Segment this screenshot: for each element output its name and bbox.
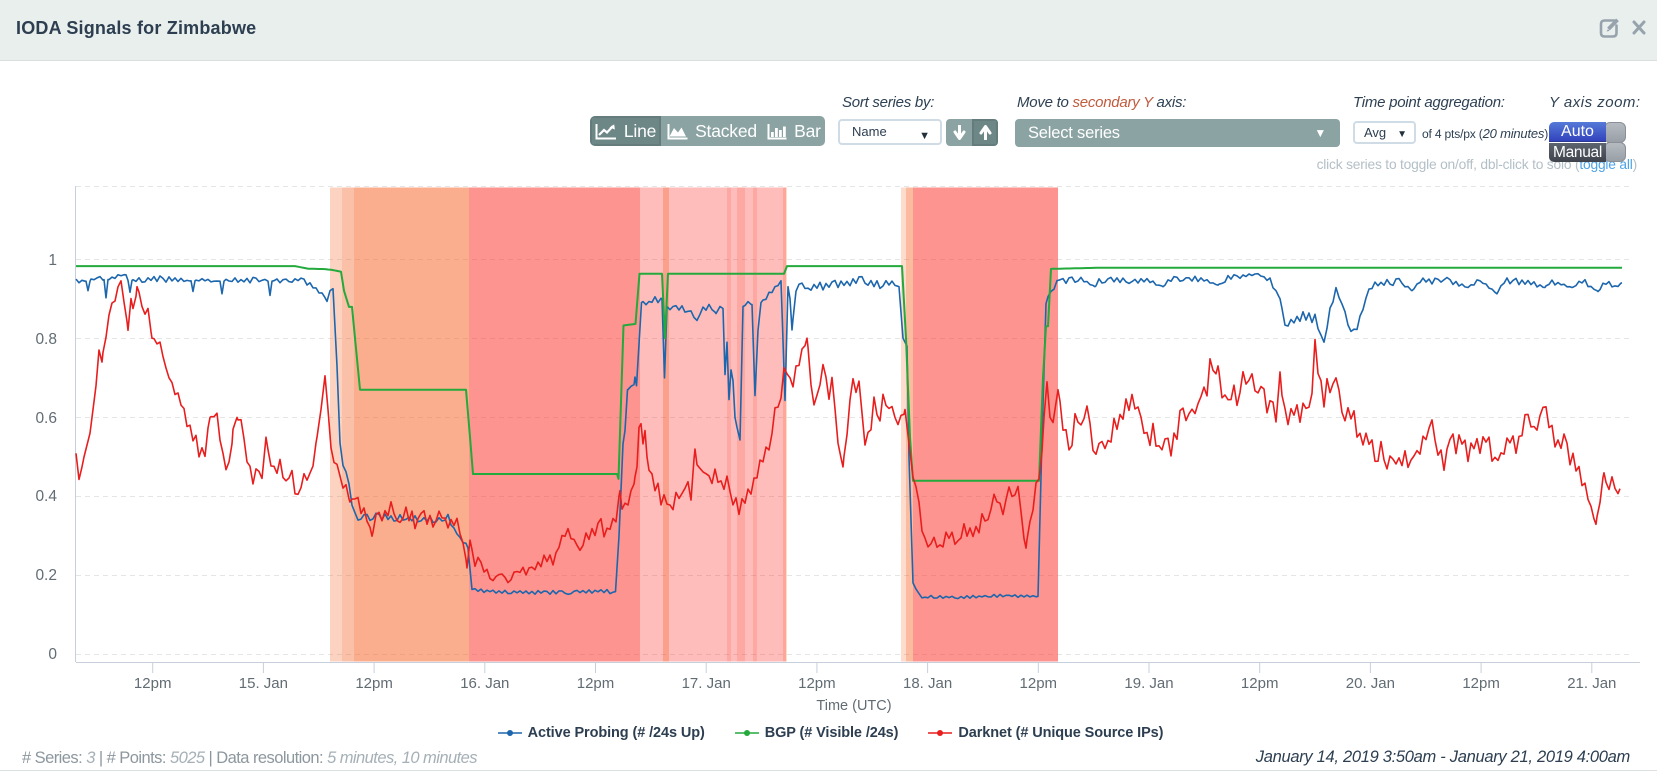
svg-text:17. Jan: 17. Jan xyxy=(682,675,731,692)
svg-text:12pm: 12pm xyxy=(1462,675,1500,692)
svg-text:12pm: 12pm xyxy=(798,675,836,692)
svg-text:12pm: 12pm xyxy=(355,675,393,692)
svg-text:18. Jan: 18. Jan xyxy=(903,675,952,692)
svg-text:0.2: 0.2 xyxy=(35,567,57,584)
svg-text:15. Jan: 15. Jan xyxy=(239,675,288,692)
svg-text:0.6: 0.6 xyxy=(35,410,57,427)
svg-text:19. Jan: 19. Jan xyxy=(1124,675,1173,692)
svg-text:12pm: 12pm xyxy=(1020,675,1058,692)
svg-text:Time (UTC): Time (UTC) xyxy=(816,698,891,714)
svg-text:0.8: 0.8 xyxy=(35,331,57,348)
svg-text:21. Jan: 21. Jan xyxy=(1567,675,1616,692)
svg-text:12pm: 12pm xyxy=(1241,675,1279,692)
svg-text:16. Jan: 16. Jan xyxy=(460,675,509,692)
svg-text:1: 1 xyxy=(48,252,57,269)
svg-text:0.4: 0.4 xyxy=(35,488,57,505)
svg-text:0: 0 xyxy=(48,646,57,663)
svg-text:12pm: 12pm xyxy=(134,675,172,692)
svg-text:20. Jan: 20. Jan xyxy=(1346,675,1395,692)
svg-text:12pm: 12pm xyxy=(577,675,615,692)
